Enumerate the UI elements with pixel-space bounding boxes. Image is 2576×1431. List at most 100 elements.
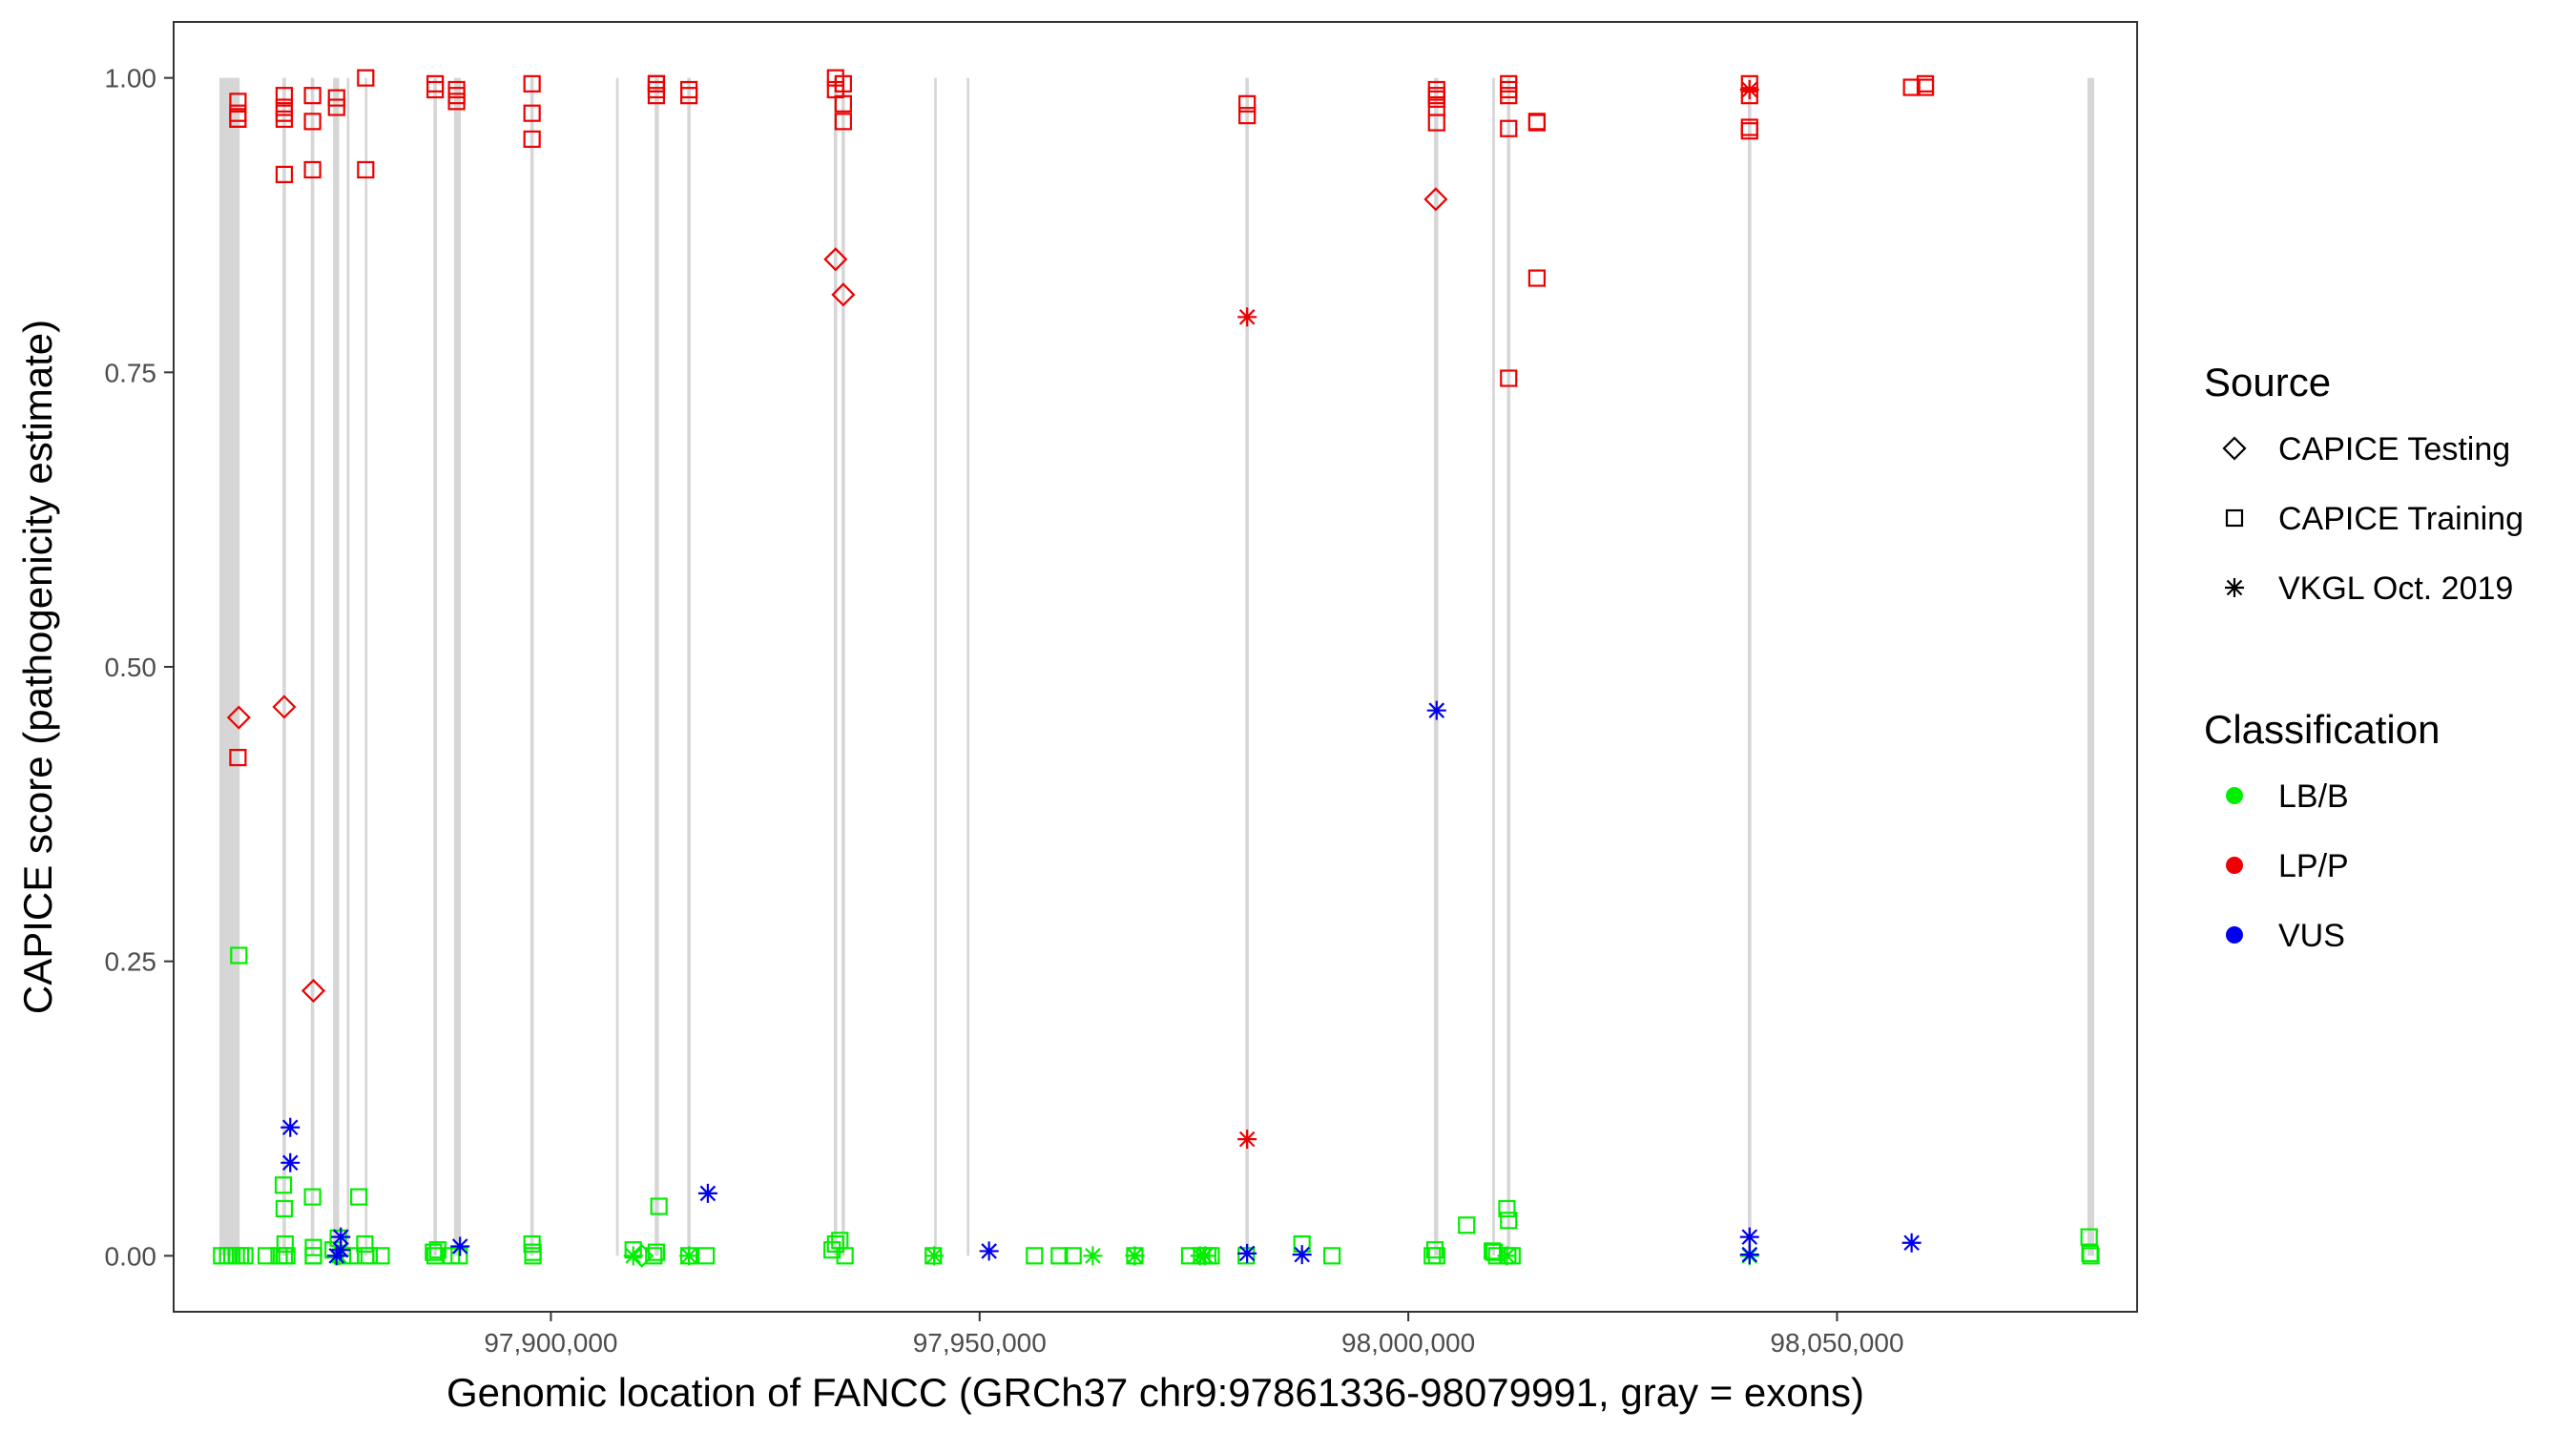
data-point [327, 89, 345, 107]
y-tick-label: 0.25 [105, 947, 157, 977]
exon-band [966, 77, 969, 1256]
legend-key-class [2226, 926, 2243, 944]
data-point [331, 1227, 351, 1247]
exon-band [1506, 77, 1511, 1256]
data-point [229, 93, 247, 111]
data-point [303, 113, 322, 131]
data-point [630, 1243, 654, 1268]
data-point [1485, 1243, 1504, 1261]
y-tick-label: 0.75 [105, 358, 157, 387]
data-point [1083, 1246, 1103, 1266]
exon-band [687, 77, 691, 1256]
data-point [350, 1188, 368, 1206]
data-point [680, 80, 698, 99]
x-tick-label: 98,000,000 [1341, 1328, 1475, 1358]
data-point [836, 1247, 854, 1265]
data-point [1497, 1246, 1517, 1266]
legend-label-testing: CAPICE Testing [2278, 431, 2510, 467]
exon-band [654, 77, 659, 1256]
data-point [327, 98, 345, 116]
data-point [697, 1183, 717, 1203]
legend-key-testing [2222, 436, 2247, 461]
data-point [924, 1246, 945, 1266]
exon-band [934, 77, 937, 1256]
data-point [1500, 1212, 1518, 1230]
exon-band [282, 77, 286, 1256]
data-point [331, 1240, 351, 1260]
data-point [523, 104, 541, 122]
legend-label-class: LP/P [2278, 848, 2349, 884]
exon-band [218, 77, 240, 1256]
exon-band [433, 77, 437, 1256]
data-point [304, 1247, 322, 1265]
data-point [1425, 1241, 1444, 1259]
exon-band [833, 77, 838, 1256]
data-point [645, 1247, 663, 1265]
data-point [1739, 1245, 1759, 1265]
data-point [1458, 1216, 1476, 1234]
data-point [360, 1247, 379, 1265]
data-point [1125, 1246, 1145, 1266]
legend-key-vkgl [2225, 578, 2244, 597]
data-point [329, 1229, 347, 1247]
data-point [1427, 1247, 1445, 1265]
data-point [1901, 1233, 1922, 1253]
exon-band [1245, 77, 1249, 1256]
data-point [623, 1246, 643, 1266]
data-point [1500, 119, 1518, 137]
y-tick-label: 0.00 [105, 1241, 157, 1271]
data-point [274, 1176, 293, 1194]
data-point [524, 1247, 542, 1265]
data-point [1426, 700, 1446, 720]
data-point [229, 748, 247, 767]
x-tick-label: 98,050,000 [1770, 1328, 1903, 1358]
data-points [213, 69, 2100, 1268]
x-tick-label: 97,950,000 [913, 1328, 1047, 1358]
data-point [1237, 1130, 1257, 1150]
data-point [1902, 78, 1921, 96]
exon-band [453, 77, 462, 1256]
data-point [1498, 1199, 1516, 1218]
exon-bands [218, 77, 2094, 1256]
data-point [372, 1247, 390, 1265]
data-point [357, 69, 375, 87]
exon-band [310, 77, 315, 1256]
data-point [1237, 307, 1257, 327]
exon-band [1492, 77, 1495, 1256]
exon-band [2087, 77, 2094, 1256]
data-point [1500, 74, 1518, 93]
data-point [303, 87, 322, 105]
data-point [229, 110, 247, 128]
data-point [226, 705, 251, 730]
data-point [276, 1234, 294, 1254]
data-point [1427, 87, 1445, 105]
data-point [275, 165, 294, 183]
data-point [1527, 114, 1547, 132]
data-point [280, 1152, 301, 1172]
legend-label-vkgl: VKGL Oct. 2019 [2278, 570, 2513, 607]
x-axis: 97,900,000 97,950,000 98,000,000 98,050,000 [484, 1312, 1904, 1358]
legend-key-class [2226, 787, 2243, 804]
data-point [834, 74, 852, 93]
exon-band [1434, 77, 1439, 1256]
data-point [280, 1117, 301, 1137]
legend-key-training [2225, 508, 2244, 528]
legend-label-class: LB/B [2278, 778, 2349, 815]
exon-band [615, 77, 619, 1256]
x-axis-title: Genomic location of FANCC (GRCh37 chr9:9… [447, 1370, 1864, 1415]
y-tick-label: 1.00 [105, 64, 157, 93]
data-point [834, 113, 852, 131]
data-point [272, 695, 297, 719]
legend-key-class [2226, 857, 2243, 874]
data-point [425, 1243, 443, 1261]
data-point [275, 1199, 294, 1218]
data-point [650, 1197, 668, 1215]
data-point [257, 1247, 276, 1265]
data-point [1323, 1247, 1341, 1265]
data-point [647, 74, 666, 93]
data-point [1064, 1247, 1082, 1265]
data-point [303, 160, 322, 179]
data-point [1427, 114, 1445, 132]
